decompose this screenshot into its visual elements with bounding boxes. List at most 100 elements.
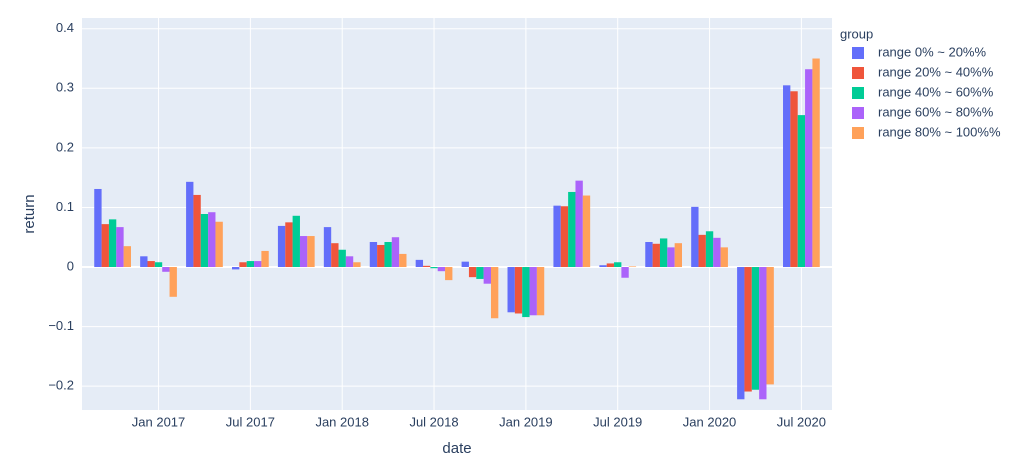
bar (614, 262, 622, 268)
bar (246, 261, 255, 268)
bar (169, 267, 177, 297)
bar (490, 267, 499, 319)
bar (483, 267, 491, 284)
bar (536, 267, 545, 316)
x-tick-label: Jan 2017 (132, 414, 186, 429)
bar (323, 227, 332, 268)
bar (200, 214, 209, 268)
x-tick-label: Jan 2018 (315, 414, 369, 429)
bar (285, 222, 293, 268)
bar (277, 225, 286, 268)
bar (345, 256, 354, 268)
bar (560, 206, 569, 268)
bar (338, 249, 346, 268)
y-tick-label: −0.2 (48, 378, 74, 393)
legend-label: range 20% ~ 40%% (878, 64, 994, 79)
legend-swatch (852, 107, 864, 119)
bar (705, 231, 714, 268)
bar (299, 236, 308, 268)
bar (399, 253, 407, 268)
bar (430, 267, 438, 269)
bar (751, 267, 760, 390)
bar (744, 267, 752, 392)
bar (568, 191, 576, 268)
y-tick-label: 0.1 (56, 199, 74, 214)
bar (599, 265, 607, 268)
x-axis-title: date (442, 440, 471, 457)
bar (628, 266, 637, 268)
bar (522, 267, 530, 318)
bar (215, 221, 223, 268)
bar (606, 263, 615, 268)
bar (529, 267, 537, 316)
legend-swatch (852, 127, 864, 139)
bar (476, 267, 484, 279)
bar (575, 180, 583, 268)
bar (812, 58, 820, 268)
bar (790, 91, 798, 268)
bar (659, 238, 668, 268)
bar (698, 234, 706, 268)
bar (621, 267, 629, 278)
bar (186, 181, 194, 268)
legend-swatch (852, 47, 864, 59)
bar (691, 206, 699, 268)
bar (652, 243, 660, 268)
x-tick-label: Jul 2019 (593, 414, 642, 429)
bar (162, 267, 170, 272)
bar (582, 195, 591, 268)
bar (94, 188, 102, 268)
bar (377, 244, 385, 268)
bar (108, 219, 117, 268)
bar (123, 246, 131, 268)
bar (254, 261, 262, 268)
bar (391, 237, 400, 268)
bar (766, 267, 774, 385)
bar (353, 262, 361, 268)
bar (437, 267, 446, 272)
bar (783, 85, 791, 268)
bar (645, 242, 653, 268)
bar (797, 115, 806, 268)
bar (331, 243, 339, 268)
bar (667, 247, 675, 268)
x-tick-label: Jul 2020 (777, 414, 826, 429)
x-tick-label: Jan 2020 (683, 414, 737, 429)
bar (415, 259, 424, 268)
bar (208, 212, 216, 268)
bar (759, 267, 767, 400)
bar (232, 267, 240, 270)
bar (292, 215, 300, 268)
y-tick-label: 0.3 (56, 80, 74, 95)
bar (674, 243, 682, 268)
legend-swatch (852, 67, 864, 79)
bar (193, 194, 201, 268)
bar (423, 265, 431, 268)
bar (720, 247, 728, 268)
bar (147, 261, 155, 268)
bar (116, 227, 124, 268)
y-tick-label: 0.2 (56, 139, 74, 154)
bar (514, 267, 523, 314)
bar (369, 242, 378, 268)
bar (507, 267, 515, 313)
bar (713, 237, 721, 268)
bar (805, 69, 813, 268)
bar (261, 250, 269, 268)
bar (239, 262, 247, 268)
bar (461, 261, 469, 268)
legend-label: range 40% ~ 60%% (878, 84, 994, 99)
x-tick-label: Jul 2017 (226, 414, 275, 429)
legend-label: range 0% ~ 20%% (878, 44, 986, 59)
bar (384, 242, 392, 268)
bar (154, 262, 163, 268)
y-tick-label: 0.4 (56, 20, 74, 35)
y-tick-label: 0 (67, 258, 74, 273)
bar (737, 267, 745, 400)
bar (101, 224, 109, 268)
bar (140, 256, 148, 268)
legend-label: range 60% ~ 80%% (878, 104, 994, 119)
legend-title: group (840, 26, 873, 41)
bar (445, 267, 453, 281)
